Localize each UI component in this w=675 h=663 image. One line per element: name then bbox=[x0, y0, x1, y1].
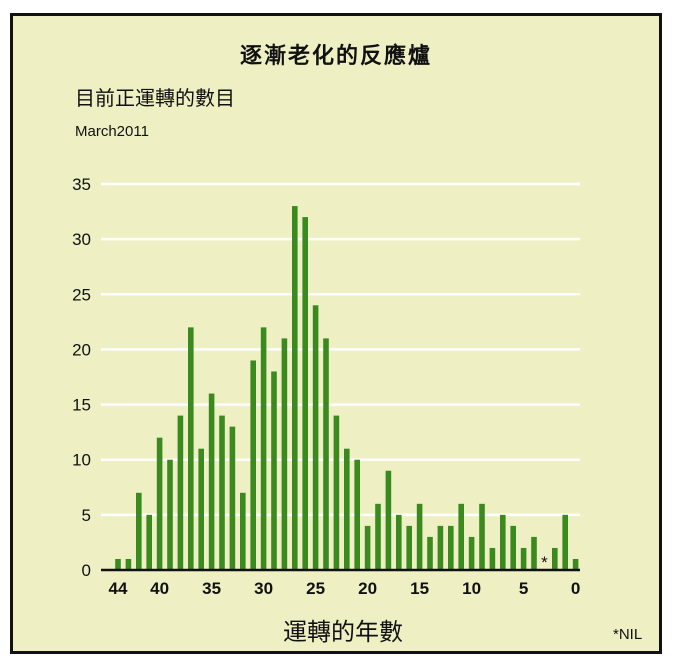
bar bbox=[240, 492, 246, 570]
chart-frame: 逐漸老化的反應爐 目前正運轉的數目 March2011 0 5 10 15 20 25 30… bbox=[10, 13, 662, 654]
y-tick-label: 15 bbox=[72, 396, 91, 415]
x-tick-label: 0 bbox=[571, 579, 580, 598]
chart-subtitle: 目前正運轉的數目 bbox=[75, 86, 235, 110]
date-label: March2011 bbox=[75, 123, 149, 140]
bar bbox=[344, 448, 350, 570]
bar bbox=[115, 558, 121, 570]
x-tick-label: 40 bbox=[150, 579, 169, 598]
bar bbox=[229, 426, 236, 570]
bar bbox=[448, 525, 454, 570]
bar bbox=[489, 547, 496, 570]
bar bbox=[281, 338, 288, 570]
bar bbox=[156, 437, 163, 570]
bar bbox=[458, 503, 464, 570]
y-tick-label: 30 bbox=[72, 230, 91, 249]
bar bbox=[468, 536, 475, 570]
bar bbox=[562, 514, 568, 570]
x-tick-label: 35 bbox=[202, 579, 221, 598]
y-tick-label: 25 bbox=[72, 285, 91, 304]
bar bbox=[552, 547, 558, 570]
bar bbox=[302, 217, 308, 571]
bar bbox=[208, 393, 215, 570]
bar bbox=[427, 536, 433, 570]
bar bbox=[510, 525, 516, 570]
y-tick-label: 0 bbox=[82, 561, 91, 580]
y-tick-label: 20 bbox=[72, 340, 91, 359]
x-tick-label: 25 bbox=[306, 579, 325, 598]
bar bbox=[531, 536, 537, 570]
bar bbox=[125, 558, 132, 570]
bar bbox=[250, 360, 256, 570]
bar bbox=[167, 459, 173, 570]
bar bbox=[572, 558, 579, 570]
bar-chart: 0 5 10 15 20 25 30 35 * 44 40 35 30 25 20 15 10 5 0 bbox=[72, 175, 580, 598]
bar bbox=[292, 206, 298, 571]
x-tick-label: 15 bbox=[410, 579, 429, 598]
bar bbox=[396, 514, 402, 570]
chart-title: 逐漸老化的反應爐 bbox=[239, 43, 432, 69]
bar bbox=[188, 327, 194, 570]
x-tick-label: 10 bbox=[462, 579, 481, 598]
bar bbox=[136, 492, 142, 570]
x-tick-label: 5 bbox=[519, 579, 528, 598]
bar bbox=[354, 459, 360, 570]
x-tick-label: 20 bbox=[358, 579, 377, 598]
y-tick-label: 35 bbox=[72, 175, 91, 194]
nil-marker: * bbox=[541, 553, 548, 572]
bar bbox=[375, 503, 381, 570]
x-tick-label: 44 bbox=[109, 579, 128, 598]
bar bbox=[406, 525, 412, 570]
bar bbox=[479, 503, 485, 570]
bar bbox=[416, 503, 423, 570]
bar bbox=[385, 470, 392, 570]
bar bbox=[177, 415, 184, 570]
bar bbox=[364, 525, 371, 570]
bar bbox=[312, 305, 319, 570]
y-tick-label: 5 bbox=[82, 506, 91, 525]
bar bbox=[333, 415, 340, 570]
bar bbox=[500, 514, 506, 570]
bar bbox=[520, 547, 527, 570]
x-tick-label: 30 bbox=[254, 579, 273, 598]
bar bbox=[146, 514, 152, 570]
bar bbox=[260, 327, 267, 570]
bar bbox=[323, 338, 329, 570]
bar bbox=[219, 415, 225, 570]
bar bbox=[198, 448, 204, 570]
nil-note: *NIL bbox=[613, 626, 643, 643]
bar bbox=[437, 525, 444, 570]
x-axis-label: 運轉的年數 bbox=[283, 618, 403, 646]
bar bbox=[271, 371, 277, 570]
y-tick-label: 10 bbox=[72, 451, 91, 470]
